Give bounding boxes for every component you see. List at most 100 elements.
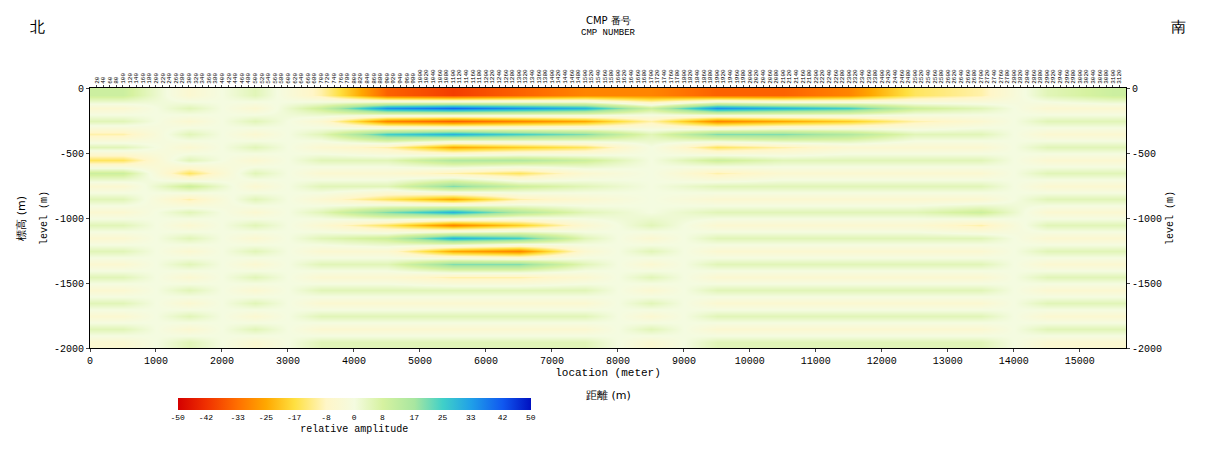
svg-text:2240: 2240: [826, 69, 833, 84]
svg-text:1460: 1460: [569, 69, 576, 84]
svg-text:280: 280: [179, 73, 186, 84]
svg-text:2620: 2620: [951, 69, 958, 84]
svg-text:2560: 2560: [932, 69, 939, 84]
svg-text:1420: 1420: [555, 69, 562, 84]
svg-text:-2000: -2000: [1132, 344, 1162, 355]
svg-text:700: 700: [318, 73, 325, 84]
svg-text:1060: 1060: [437, 69, 444, 84]
svg-text:20: 20: [94, 76, 101, 84]
svg-text:780: 780: [344, 73, 351, 84]
svg-text:2220: 2220: [819, 69, 826, 84]
svg-text:1580: 1580: [608, 69, 615, 84]
svg-text:1780: 1780: [674, 69, 681, 84]
svg-text:2080: 2080: [773, 69, 780, 84]
svg-text:580: 580: [278, 73, 285, 84]
svg-text:6000: 6000: [474, 356, 498, 367]
svg-text:11000: 11000: [801, 356, 831, 367]
svg-text:CMP NUMBER: CMP NUMBER: [581, 28, 636, 38]
svg-text:740: 740: [331, 73, 338, 84]
svg-text:1340: 1340: [529, 69, 536, 84]
svg-text:320: 320: [193, 73, 200, 84]
svg-text:2760: 2760: [998, 69, 1005, 84]
svg-text:9000: 9000: [672, 356, 696, 367]
svg-text:980: 980: [410, 73, 417, 84]
svg-text:8000: 8000: [606, 356, 630, 367]
svg-text:840: 840: [364, 73, 371, 84]
svg-text:1160: 1160: [470, 69, 477, 84]
svg-text:25: 25: [438, 413, 448, 422]
svg-text:400: 400: [219, 73, 226, 84]
svg-text:2780: 2780: [1004, 69, 1011, 84]
svg-text:2320: 2320: [852, 69, 859, 84]
svg-text:920: 920: [390, 73, 397, 84]
svg-text:1140: 1140: [463, 69, 470, 84]
svg-text:level (m): level (m): [1165, 191, 1176, 245]
svg-text:1040: 1040: [430, 69, 437, 84]
svg-text:1640: 1640: [628, 69, 635, 84]
svg-text:-500: -500: [60, 149, 84, 160]
svg-text:-50: -50: [170, 413, 185, 422]
svg-text:3080: 3080: [1103, 69, 1110, 84]
svg-text:160: 160: [140, 73, 147, 84]
svg-text:-1000: -1000: [54, 214, 84, 225]
svg-text:1320: 1320: [522, 69, 529, 84]
svg-text:1800: 1800: [681, 69, 688, 84]
svg-text:800: 800: [351, 73, 358, 84]
svg-text:560: 560: [272, 73, 279, 84]
svg-text:660: 660: [305, 73, 312, 84]
svg-text:760: 760: [338, 73, 345, 84]
svg-text:2540: 2540: [925, 69, 932, 84]
svg-text:2420: 2420: [885, 69, 892, 84]
svg-text:2520: 2520: [918, 69, 925, 84]
svg-text:3000: 3000: [1077, 69, 1084, 84]
svg-text:1560: 1560: [602, 69, 609, 84]
svg-text:2820: 2820: [1017, 69, 1024, 84]
svg-text:2300: 2300: [846, 69, 853, 84]
svg-text:1600: 1600: [615, 69, 622, 84]
svg-text:440: 440: [232, 73, 239, 84]
svg-text:0: 0: [352, 413, 357, 422]
svg-text:640: 640: [298, 73, 305, 84]
svg-text:-1500: -1500: [54, 279, 84, 290]
svg-text:1980: 1980: [740, 69, 747, 84]
svg-text:0: 0: [87, 356, 93, 367]
svg-text:880: 880: [377, 73, 384, 84]
svg-text:1440: 1440: [562, 69, 569, 84]
svg-text:4000: 4000: [342, 356, 366, 367]
svg-text:1660: 1660: [635, 69, 642, 84]
svg-text:2260: 2260: [833, 69, 840, 84]
svg-text:1220: 1220: [489, 69, 496, 84]
svg-text:300: 300: [186, 73, 193, 84]
svg-text:1900: 1900: [714, 69, 721, 84]
svg-text:距離 (m): 距離 (m): [586, 389, 631, 402]
svg-text:2200: 2200: [813, 69, 820, 84]
svg-text:北: 北: [30, 18, 45, 36]
svg-text:1860: 1860: [701, 69, 708, 84]
svg-text:0: 0: [78, 84, 84, 95]
svg-text:2800: 2800: [1011, 69, 1018, 84]
svg-text:-17: -17: [287, 413, 302, 422]
svg-text:-1500: -1500: [1132, 279, 1162, 290]
svg-text:1180: 1180: [476, 69, 483, 84]
svg-text:1960: 1960: [734, 69, 741, 84]
svg-text:2680: 2680: [971, 69, 978, 84]
svg-text:2600: 2600: [945, 69, 952, 84]
svg-text:680: 680: [311, 73, 318, 84]
svg-text:2040: 2040: [760, 69, 767, 84]
svg-text:1020: 1020: [423, 69, 430, 84]
svg-text:1120: 1120: [456, 69, 463, 84]
svg-text:620: 620: [292, 73, 299, 84]
svg-text:120: 120: [127, 73, 134, 84]
svg-text:180: 180: [146, 73, 153, 84]
svg-text:200: 200: [153, 73, 160, 84]
svg-text:260: 260: [173, 73, 180, 84]
svg-text:540: 540: [265, 73, 272, 84]
svg-text:-42: -42: [199, 413, 214, 422]
svg-text:3020: 3020: [1083, 69, 1090, 84]
svg-text:2660: 2660: [965, 69, 972, 84]
svg-text:1100: 1100: [450, 69, 457, 84]
svg-text:720: 720: [325, 73, 332, 84]
svg-text:12000: 12000: [867, 356, 897, 367]
svg-text:1840: 1840: [694, 69, 701, 84]
svg-text:1000: 1000: [144, 356, 168, 367]
